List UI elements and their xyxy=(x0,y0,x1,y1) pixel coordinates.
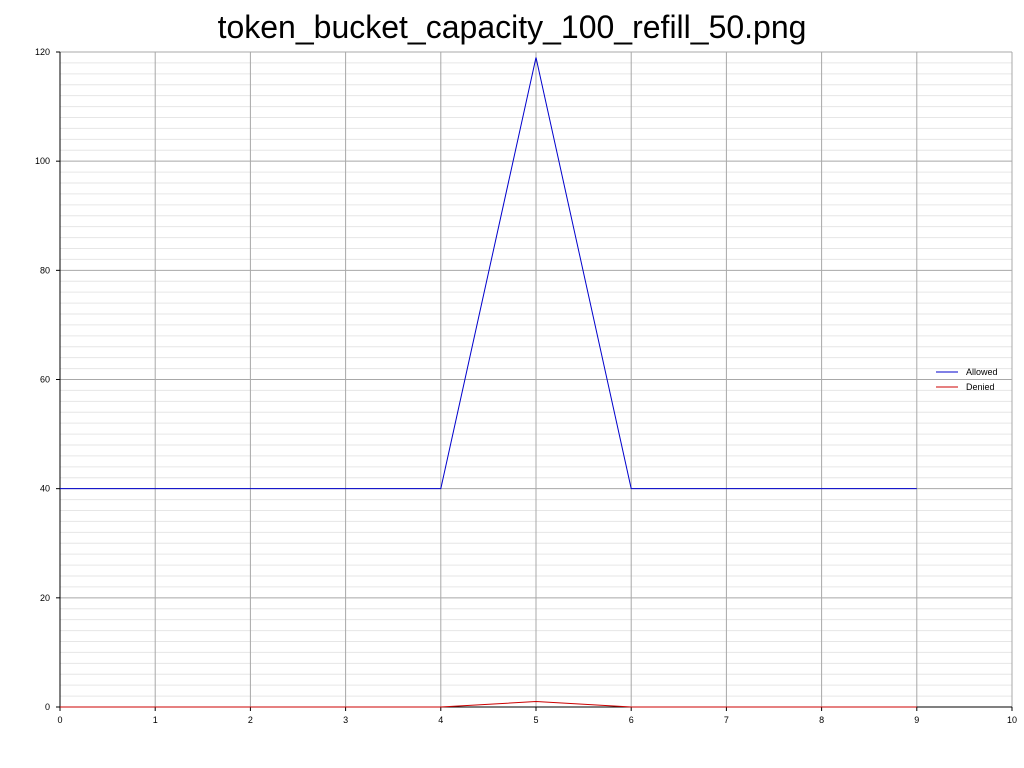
y-tick-label: 120 xyxy=(35,47,50,57)
axes xyxy=(56,51,1013,711)
series-lines xyxy=(60,57,917,708)
chart-title: token_bucket_capacity_100_refill_50.png xyxy=(217,9,807,45)
x-axis-tick-labels: 0 1 2 3 4 5 6 7 8 9 10 xyxy=(57,715,1017,725)
y-tick-label: 80 xyxy=(40,265,50,275)
legend: Allowed Denied xyxy=(936,367,998,392)
x-tick-label: 7 xyxy=(724,715,729,725)
x-tick-label: 2 xyxy=(248,715,253,725)
legend-label-allowed: Allowed xyxy=(966,367,998,377)
x-tick-label: 3 xyxy=(343,715,348,725)
x-tick-label: 10 xyxy=(1007,715,1017,725)
y-tick-label: 20 xyxy=(40,593,50,603)
y-tick-label: 40 xyxy=(40,484,50,494)
x-tick-label: 6 xyxy=(629,715,634,725)
x-tick-label: 1 xyxy=(153,715,158,725)
y-tick-label: 100 xyxy=(35,156,50,166)
series-line-denied xyxy=(60,701,917,708)
x-tick-label: 0 xyxy=(57,715,62,725)
x-tick-label: 8 xyxy=(819,715,824,725)
y-axis-tick-labels: 0 20 40 60 80 100 120 xyxy=(35,47,50,712)
y-tick-label: 0 xyxy=(45,702,50,712)
series-line-allowed xyxy=(60,57,917,490)
legend-label-denied: Denied xyxy=(966,382,995,392)
y-tick-label: 60 xyxy=(40,375,50,385)
x-tick-label: 9 xyxy=(914,715,919,725)
x-tick-label: 4 xyxy=(438,715,443,725)
x-tick-label: 5 xyxy=(533,715,538,725)
